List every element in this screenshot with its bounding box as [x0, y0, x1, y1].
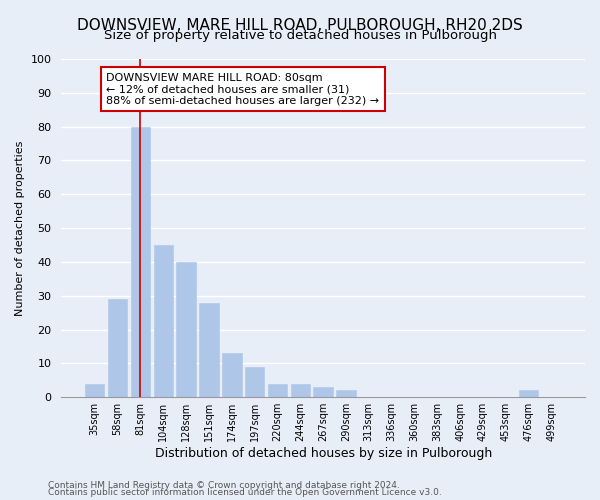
Bar: [268, 384, 287, 397]
Text: DOWNSVIEW MARE HILL ROAD: 80sqm
← 12% of detached houses are smaller (31)
88% of: DOWNSVIEW MARE HILL ROAD: 80sqm ← 12% of…: [106, 72, 379, 106]
Bar: [290, 384, 310, 397]
Bar: [222, 353, 242, 397]
Text: Size of property relative to detached houses in Pulborough: Size of property relative to detached ho…: [104, 29, 497, 42]
Bar: [519, 390, 538, 397]
Bar: [108, 299, 127, 397]
Bar: [336, 390, 356, 397]
Text: Contains HM Land Registry data © Crown copyright and database right 2024.: Contains HM Land Registry data © Crown c…: [48, 480, 400, 490]
Bar: [313, 387, 333, 397]
Bar: [176, 262, 196, 397]
Bar: [154, 245, 173, 397]
Bar: [199, 302, 218, 397]
Text: Contains public sector information licensed under the Open Government Licence v3: Contains public sector information licen…: [48, 488, 442, 497]
Y-axis label: Number of detached properties: Number of detached properties: [15, 140, 25, 316]
Bar: [245, 367, 265, 397]
Bar: [85, 384, 104, 397]
Text: DOWNSVIEW, MARE HILL ROAD, PULBOROUGH, RH20 2DS: DOWNSVIEW, MARE HILL ROAD, PULBOROUGH, R…: [77, 18, 523, 33]
Bar: [131, 126, 150, 397]
X-axis label: Distribution of detached houses by size in Pulborough: Distribution of detached houses by size …: [155, 447, 492, 460]
